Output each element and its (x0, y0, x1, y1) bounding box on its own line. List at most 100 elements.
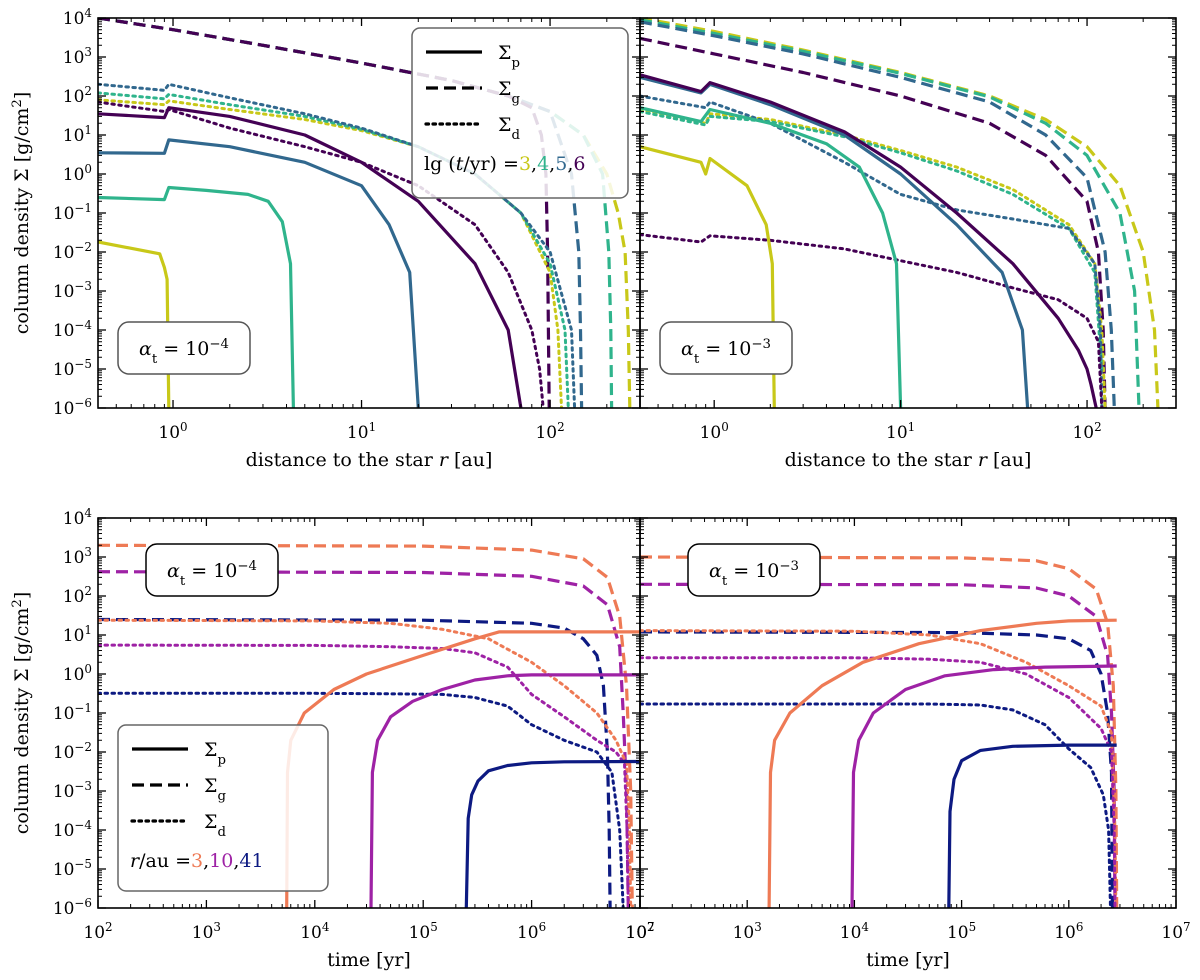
y-tick-label: 10−1 (53, 701, 92, 724)
x-tick-label: 102 (1072, 420, 1101, 443)
curve-layer (98, 18, 1160, 908)
alpha-annotation-box (117, 321, 251, 375)
x-tick-label: 103 (192, 920, 221, 943)
legend-label: Σg (204, 775, 226, 804)
legend-group-label: r/au =3,10,41 (130, 850, 264, 872)
legend-box (411, 27, 629, 199)
alpha-annotation-text: αt = 10−3 (681, 337, 771, 367)
series-p3-dashed-1 (98, 570, 630, 908)
legend-label: Σd (498, 114, 520, 143)
plot-area-p4 (640, 555, 1119, 908)
series-p1-solid-9 (98, 185, 295, 408)
plot-area-p3 (98, 543, 640, 908)
alpha-annotation-box (145, 543, 279, 597)
x-tick-label: 102 (535, 420, 564, 443)
y-axis-label: column density Σ [g/cm2] (10, 92, 34, 335)
series-p2-solid-8 (640, 145, 776, 408)
legend-group-label: lg (t/yr) =3,4,5,6 (424, 153, 585, 175)
y-tick-label: 10−3 (53, 279, 92, 302)
alpha-annotation-box (659, 321, 793, 375)
y-tick-label: 102 (63, 584, 92, 607)
series-p1-dotted-5 (98, 91, 570, 408)
y-tick-label: 10−5 (53, 357, 92, 380)
y-tick-label: 100 (63, 662, 92, 685)
alpha-annotation-text: αt = 10−4 (139, 337, 229, 367)
legend-annotation-layer: αt = 10−4 Σp Σg Σd lg (t/yr) =3,4,5,6 αt = 10… (117, 27, 821, 892)
alpha-annotation-box (687, 543, 821, 597)
series-p4-solid-7 (850, 664, 1117, 908)
x-tick-label: 107 (625, 920, 654, 943)
y-tick-label: 10−2 (53, 740, 92, 763)
series-p3-dashed-2 (98, 617, 612, 908)
x-tick-label: 100 (700, 420, 729, 443)
x-tick-label: 101 (347, 420, 376, 443)
y-tick-label: 100 (63, 162, 92, 185)
series-p2-dashed-3 (640, 36, 1107, 408)
y-tick-label: 102 (63, 84, 92, 107)
x-tick-label: 101 (886, 420, 915, 443)
series-p4-dotted-4 (640, 656, 1117, 908)
legend-label: Σp (498, 42, 520, 71)
x-axis-label: distance to the star r [au] (246, 449, 493, 471)
y-tick-label: 101 (63, 623, 92, 646)
x-tick-label: 106 (517, 920, 546, 943)
series-p4-solid-8 (947, 743, 1117, 908)
y-tick-label: 10−3 (53, 779, 92, 802)
y-tick-label: 104 (63, 506, 92, 529)
series-p1-solid-10 (98, 138, 420, 408)
series-p2-dotted-7 (640, 233, 1104, 408)
legend-label: Σg (498, 78, 520, 107)
x-tick-label: 104 (840, 920, 869, 943)
y-tick-label: 10−6 (53, 396, 92, 419)
x-tick-label: 105 (409, 920, 438, 943)
y-tick-label: 10−4 (53, 318, 92, 341)
x-tick-label: 103 (733, 920, 762, 943)
series-p1-dashed-3 (98, 18, 551, 408)
x-tick-label: 104 (300, 920, 329, 943)
label-layer: 10−6 10−5 10−4 10−3 10−2 10−1 100 101 102 103 104 1… (10, 6, 1191, 971)
legend-label: Σd (204, 811, 226, 840)
y-tick-label: 103 (63, 545, 92, 568)
series-p3-dashed-0 (98, 543, 634, 908)
series-p3-dotted-4 (98, 643, 630, 908)
y-tick-label: 10−2 (53, 240, 92, 263)
x-axis-label: time [yr] (866, 949, 950, 971)
x-tick-label: 102 (625, 920, 654, 943)
y-tick-label: 10−1 (53, 201, 92, 224)
x-tick-label: 102 (83, 920, 112, 943)
y-tick-label: 103 (63, 45, 92, 68)
plot-area-p1 (98, 18, 632, 408)
series-p4-solid-6 (767, 618, 1117, 908)
legend-box (117, 724, 329, 892)
series-p3-dotted-5 (98, 691, 625, 908)
series-p4-dotted-5 (640, 702, 1112, 908)
series-p2-dotted-6 (640, 94, 1104, 408)
series-p2-dashed-1 (640, 18, 1141, 408)
y-tick-label: 10−4 (53, 818, 92, 841)
x-tick-label: 106 (1054, 920, 1083, 943)
y-tick-label: 10−5 (53, 857, 92, 880)
series-p2-dashed-2 (640, 20, 1116, 408)
x-tick-label: 105 (947, 920, 976, 943)
y-tick-label: 101 (63, 123, 92, 146)
axes-layer (97, 17, 1177, 909)
x-tick-label: 100 (158, 420, 187, 443)
series-p4-dotted-3 (640, 629, 1118, 908)
series-p2-solid-11 (640, 73, 1098, 408)
y-axis-label: column density Σ [g/cm2] (10, 592, 34, 835)
alpha-annotation-text: αt = 10−4 (167, 559, 257, 589)
series-p3-solid-8 (464, 759, 640, 908)
series-p2-solid-9 (640, 106, 903, 408)
alpha-annotation-text: αt = 10−3 (709, 559, 799, 589)
y-tick-label: 10−6 (53, 896, 92, 919)
y-tick-label: 104 (63, 6, 92, 29)
x-tick-label: 107 (1161, 920, 1190, 943)
series-p3-solid-7 (369, 673, 640, 908)
series-p4-dashed-0 (640, 555, 1119, 908)
plot-area-p2 (640, 18, 1160, 408)
x-axis-label: distance to the star r [au] (785, 449, 1032, 471)
x-axis-label: time [yr] (327, 949, 411, 971)
series-p1-dotted-6 (98, 82, 577, 408)
series-p2-dotted-5 (640, 110, 1104, 371)
